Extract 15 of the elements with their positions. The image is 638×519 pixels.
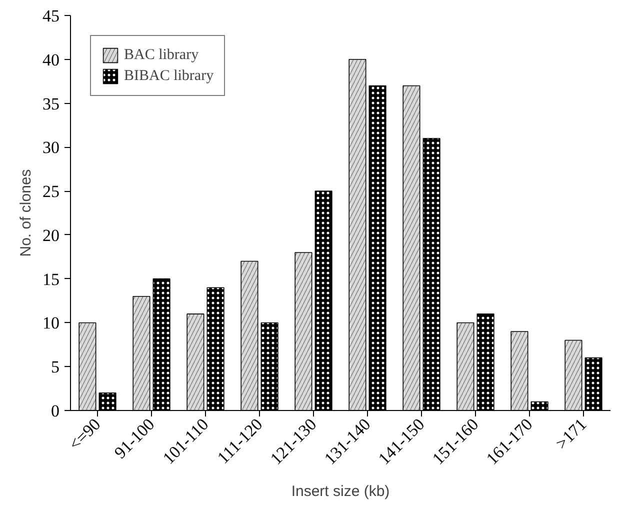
y-tick-label: 0 — [51, 402, 60, 420]
y-axis-title: No. of clones — [18, 169, 34, 257]
y-tick-label: 40 — [42, 50, 60, 70]
y-tick-label: 25 — [42, 182, 60, 202]
x-axis-title: Insert size (kb) — [291, 482, 390, 500]
y-tick-label: 20 — [42, 226, 60, 245]
legend-label: BAC library — [124, 46, 199, 64]
y-tick-label: 35 — [42, 94, 60, 114]
y-tick-label: 45 — [42, 6, 60, 26]
y-tick-label: 30 — [42, 138, 60, 158]
legend-label: BIBAC library — [124, 68, 214, 84]
y-tick-label: 10 — [42, 314, 60, 333]
y-tick-label: 5 — [51, 358, 60, 377]
y-tick-label: 15 — [42, 270, 60, 289]
x-tick-label: <=90 — [65, 414, 104, 454]
